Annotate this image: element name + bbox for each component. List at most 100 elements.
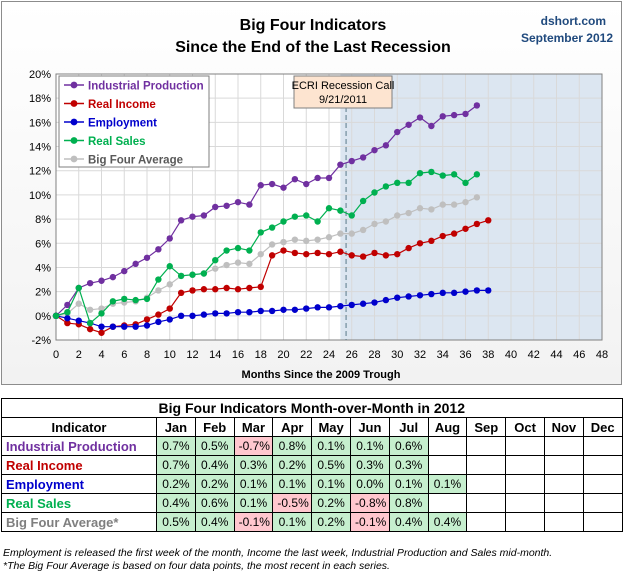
data-point	[291, 306, 299, 313]
x-tick-label: 16	[232, 349, 244, 361]
data-point	[450, 230, 458, 237]
table-row: Real Income 0.7% 0.4% 0.3% 0.2% 0.5% 0.3% 0.3%	[1, 455, 623, 475]
data-point	[371, 220, 378, 228]
data-point	[359, 154, 367, 161]
data-point	[382, 142, 390, 149]
y-tick-label: 4%	[35, 262, 51, 274]
data-point	[473, 194, 481, 201]
data-point	[223, 261, 230, 269]
data-point	[280, 306, 287, 313]
data-point	[473, 287, 481, 294]
data-point	[473, 171, 481, 178]
table-cell: -0.1%	[233, 512, 274, 532]
x-tick-label: 24	[323, 349, 335, 361]
x-tick-label: 10	[164, 349, 176, 361]
data-point	[428, 206, 435, 213]
data-point	[200, 270, 208, 277]
column-header: Aug	[427, 417, 468, 437]
indicator-name: Employment	[1, 474, 157, 494]
indicator-name: Real Sales	[1, 493, 157, 513]
data-point	[405, 179, 412, 187]
data-point	[325, 234, 333, 241]
chart-title: Big Four Indicators	[240, 17, 387, 34]
data-point	[348, 252, 355, 259]
data-point	[234, 259, 242, 266]
data-point	[143, 316, 151, 323]
table-cell: 0.1%	[272, 512, 313, 532]
data-point	[462, 110, 469, 118]
data-point	[64, 315, 71, 322]
data-point	[485, 217, 492, 224]
table-cell: -0.5%	[272, 493, 313, 513]
table-cell: 0.4%	[156, 493, 196, 513]
data-point	[86, 306, 94, 313]
x-tick-label: 12	[186, 349, 198, 361]
table-cell: 0.2%	[272, 455, 313, 475]
table-cell: 0.3%	[233, 455, 274, 475]
data-point	[212, 310, 219, 317]
data-point	[246, 284, 253, 292]
table-cell: 0.5%	[156, 512, 196, 532]
data-point	[416, 240, 424, 247]
data-point	[325, 174, 333, 182]
x-tick-label: 34	[437, 349, 449, 361]
data-point	[98, 329, 105, 336]
data-point	[291, 249, 299, 257]
data-point	[428, 290, 435, 298]
data-point	[473, 102, 481, 109]
table-cell: 0.3%	[349, 455, 390, 475]
table-cell: 0.4%	[427, 512, 468, 532]
data-point	[166, 263, 173, 270]
table-cell: 0.2%	[311, 493, 351, 513]
data-point	[325, 205, 333, 212]
data-point	[132, 323, 139, 330]
legend-marker	[70, 118, 78, 126]
data-point	[359, 300, 367, 307]
column-header: Nov	[543, 417, 584, 437]
y-tick-label: 12%	[29, 166, 51, 178]
ecri-callout-date: 9/21/2011	[319, 94, 367, 106]
table-row: Industrial Production 0.7% 0.5% -0.7% 0.8% 0.…	[1, 436, 623, 456]
data-point	[371, 189, 378, 196]
table-cell: 0.1%	[233, 493, 274, 513]
data-point	[303, 212, 310, 219]
footnote-release: Employment is released the first week of…	[3, 547, 553, 559]
data-point	[155, 246, 162, 253]
table-cell: 0.6%	[388, 436, 429, 456]
column-header: Sep	[466, 417, 507, 437]
data-point	[405, 209, 412, 217]
table-header-row: Indicator Jan Feb Mar Apr May Jun Jul Aug Sep Oct N…	[1, 417, 623, 437]
data-point	[109, 298, 117, 305]
table-cell: -0.8%	[349, 493, 390, 513]
data-point	[189, 287, 196, 294]
data-point	[212, 265, 219, 272]
table-cell	[582, 474, 623, 494]
legend-marker	[70, 155, 78, 163]
y-tick-label: 16%	[29, 117, 51, 129]
y-tick-label: 20%	[29, 69, 51, 81]
data-point	[52, 312, 60, 320]
y-tick-label: 18%	[29, 93, 51, 105]
data-point	[155, 318, 162, 326]
table-cell	[582, 493, 623, 513]
data-point	[200, 286, 208, 293]
data-point	[257, 250, 264, 258]
data-point	[337, 230, 344, 237]
data-point	[143, 322, 151, 329]
data-point	[223, 202, 230, 209]
recession-call-shading	[340, 74, 602, 340]
legend-label: Employment	[88, 118, 157, 130]
x-tick-label: 14	[209, 349, 221, 361]
data-point	[234, 308, 242, 316]
table-cell: 0.7%	[156, 455, 196, 475]
data-point	[291, 175, 299, 183]
data-point	[359, 226, 367, 234]
data-point	[416, 114, 424, 121]
data-point	[382, 252, 390, 259]
column-header: Jul	[388, 417, 429, 437]
line-chart: 20%18%16%14%12%10%8%6%4%2%0%-2%0 2 4 6 8 10 12…	[29, 14, 613, 381]
data-point	[86, 325, 94, 333]
data-point	[166, 316, 173, 323]
x-tick-label: 30	[391, 349, 403, 361]
y-tick-label: 6%	[35, 238, 51, 250]
